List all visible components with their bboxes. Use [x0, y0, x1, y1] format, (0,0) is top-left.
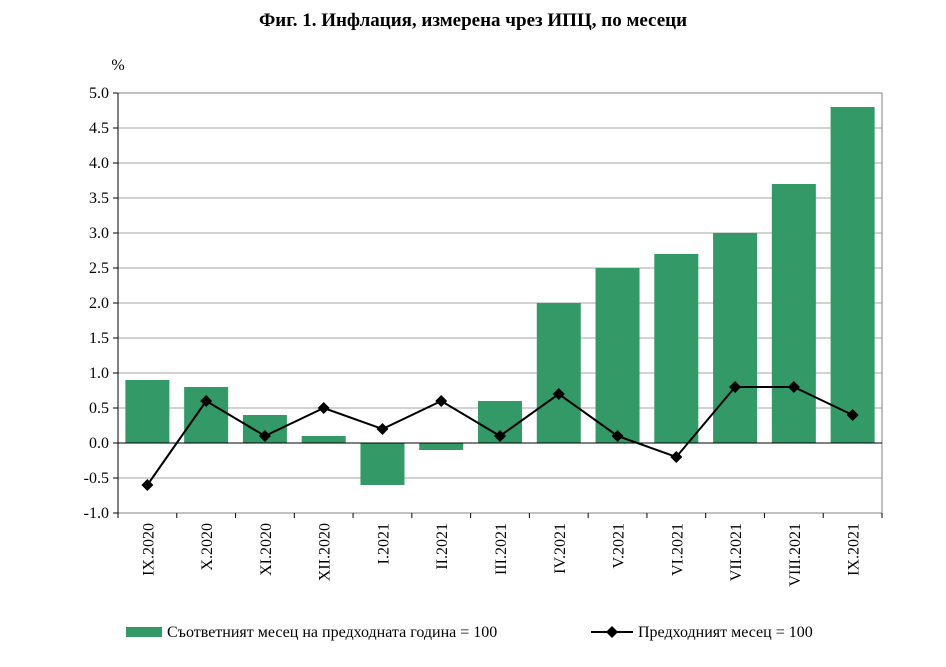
x-tick-label: IV.2021	[552, 523, 569, 574]
x-tick-label: II.2021	[434, 523, 451, 570]
legend-label-bar: Съответният месец на предходната година …	[167, 624, 497, 641]
y-tick-label: 4.5	[89, 120, 109, 137]
y-tick-label: 4.0	[89, 155, 109, 172]
line-point-marker	[141, 479, 154, 491]
legend: Съответният месец на предходната година …	[126, 624, 813, 641]
x-tick-label: IX.2021	[846, 523, 863, 576]
bar	[713, 233, 758, 443]
y-tick-label: 5.0	[89, 85, 109, 102]
bar	[830, 107, 875, 443]
x-tick-label: IX.2020	[140, 523, 157, 576]
legend-swatch-bar	[126, 627, 162, 637]
y-axis-unit-label: %	[111, 57, 124, 74]
y-tick-label: -0.5	[84, 470, 109, 487]
line-point-marker	[200, 395, 213, 407]
bar	[536, 303, 581, 443]
y-tick-label: -1.0	[84, 505, 109, 522]
y-tick-label: 3.0	[89, 225, 109, 242]
bar	[595, 268, 640, 443]
line-point-marker	[317, 402, 330, 414]
x-tick-label: X.2020	[199, 523, 216, 571]
line-point-marker	[494, 430, 506, 442]
line-point-marker	[435, 395, 448, 407]
y-tick-label: 2.0	[89, 295, 109, 312]
x-tick-label: XI.2020	[258, 523, 275, 576]
chart-title: Фиг. 1. Инфлация, измерена чрез ИПЦ, по …	[258, 10, 688, 31]
y-tick-label: 0.0	[89, 435, 109, 452]
bar	[419, 443, 464, 450]
line-series	[141, 381, 859, 491]
bar	[360, 443, 405, 485]
line-point-marker	[729, 381, 742, 393]
line-point-marker	[670, 451, 683, 463]
legend-label-line: Предходният месец = 100	[638, 624, 813, 641]
axes	[113, 92, 883, 518]
x-tick-label: VII.2021	[728, 523, 745, 581]
x-tick-label: VI.2021	[669, 523, 686, 576]
bar	[654, 254, 699, 443]
bar	[771, 184, 816, 443]
line-point-marker	[258, 430, 271, 442]
gridlines	[118, 92, 882, 514]
x-tick-label: V.2021	[611, 523, 628, 569]
x-tick-label: I.2021	[375, 523, 392, 564]
x-tick-label: III.2021	[493, 523, 510, 575]
y-tick-label: 0.5	[89, 400, 109, 417]
axis-labels: 5.0 4.5 4.0 3.5 3.0 2.5 2.0 1.5 1.0 0.5 0.0 -0.5 -1.…	[84, 85, 863, 587]
line-point-marker	[376, 423, 389, 435]
x-tick-label: VIII.2021	[787, 523, 804, 587]
x-tick-label: XII.2020	[317, 523, 334, 581]
bar-series	[125, 107, 875, 485]
legend-marker-diamond	[606, 626, 618, 638]
line-point-marker	[846, 409, 859, 421]
y-tick-label: 1.5	[89, 330, 109, 347]
line-point-marker	[787, 381, 800, 393]
bar	[125, 380, 170, 443]
line-point-marker	[552, 388, 565, 400]
y-tick-label: 1.0	[89, 365, 109, 382]
y-tick-label: 3.5	[89, 190, 109, 207]
bar	[301, 436, 346, 443]
y-tick-label: 2.5	[89, 260, 109, 277]
line-point-marker	[611, 430, 624, 442]
